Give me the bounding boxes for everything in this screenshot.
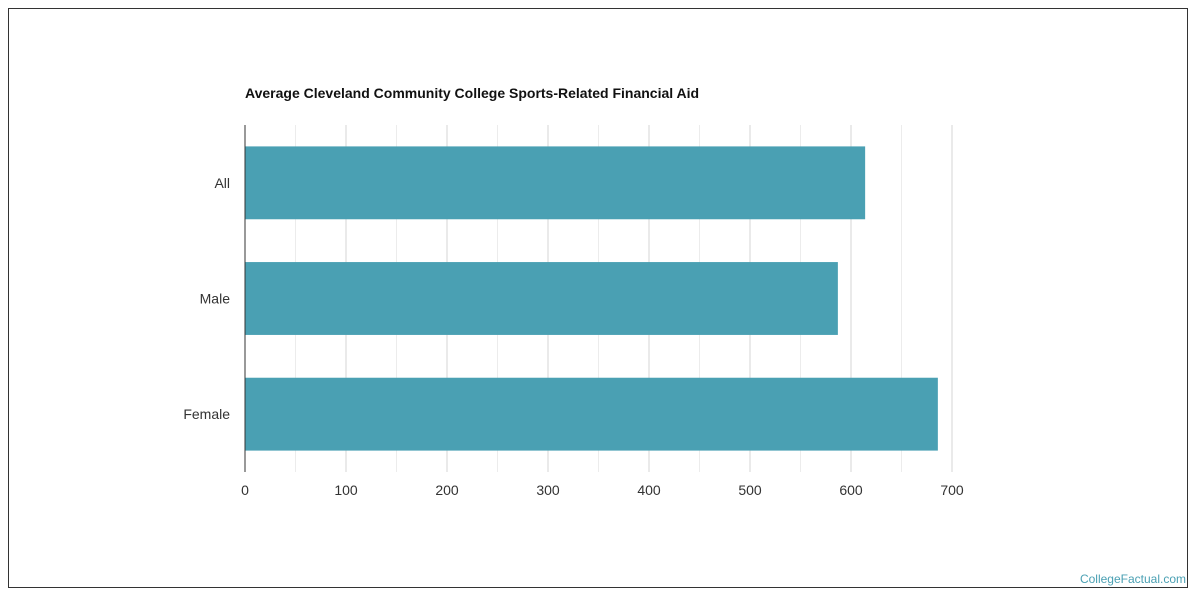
x-tick-label: 300 [536,482,560,498]
category-label: Male [200,291,231,307]
watermark-text: CollegeFactual.com [1079,572,1186,586]
bar-female [245,377,938,451]
x-tick-label: 100 [334,482,358,498]
bar-all [245,146,866,220]
category-label: Female [183,406,230,422]
x-tick-label: 200 [435,482,459,498]
x-tick-label: 0 [241,482,249,498]
bars [245,146,938,451]
x-tick-label: 500 [738,482,762,498]
x-tick-label: 400 [637,482,661,498]
bar-male [245,262,838,335]
category-label: All [214,175,230,191]
labels: All Male Female 0 100 200 300 400 500 600 700 [183,175,964,498]
x-tick-label: 700 [940,482,964,498]
x-tick-label: 600 [839,482,863,498]
chart-title: Average Cleveland Community College Spor… [245,85,700,101]
